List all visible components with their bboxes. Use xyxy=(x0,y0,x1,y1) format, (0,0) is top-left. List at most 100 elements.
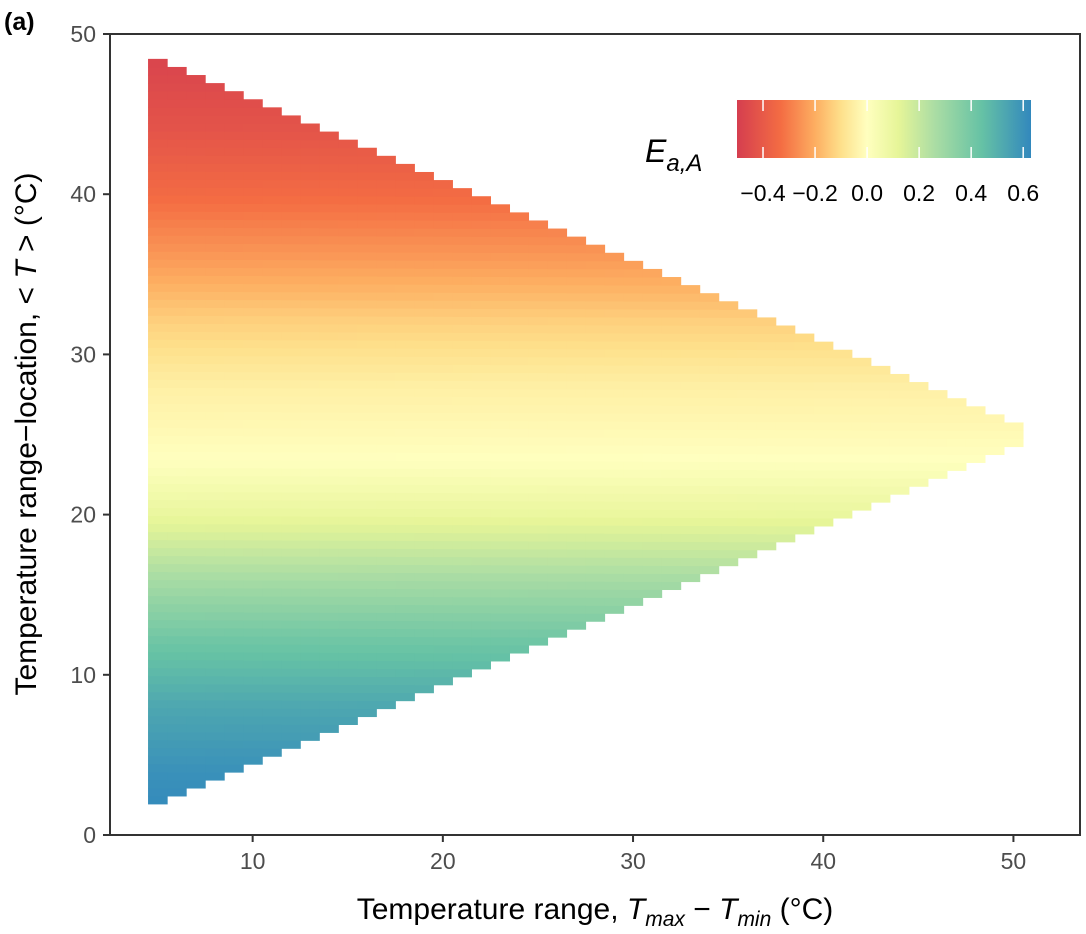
x-tick-label: 20 xyxy=(430,848,456,874)
heatmap-cell xyxy=(186,747,206,757)
heatmap-cell xyxy=(319,395,339,405)
heatmap-cell xyxy=(604,445,625,454)
heatmap-cell xyxy=(452,668,472,678)
heatmap-cell xyxy=(224,219,244,228)
heatmap-cell xyxy=(281,443,301,453)
heatmap-cell xyxy=(490,364,511,374)
heatmap-cell xyxy=(376,556,396,565)
heatmap-cell xyxy=(414,412,434,421)
heatmap-cell xyxy=(148,82,168,92)
heatmap-cell xyxy=(566,420,587,430)
heatmap-cell xyxy=(680,349,701,358)
heatmap-cell xyxy=(338,452,358,461)
heatmap-cell xyxy=(300,700,320,709)
heatmap-cell xyxy=(585,468,606,478)
heatmap-cell xyxy=(186,227,206,236)
heatmap-cell xyxy=(281,323,301,333)
heatmap-cell xyxy=(205,115,225,124)
heatmap-cell xyxy=(395,268,415,277)
heatmap-cell xyxy=(395,420,415,429)
heatmap-cell xyxy=(471,636,491,646)
heatmap-cell xyxy=(319,596,339,605)
heatmap-cell xyxy=(851,357,872,367)
heatmap-cell xyxy=(604,461,625,470)
heatmap-cell xyxy=(395,676,415,686)
heatmap-cell xyxy=(281,315,301,325)
heatmap-cell xyxy=(224,475,244,485)
heatmap-cell xyxy=(243,667,263,677)
heatmap-cell xyxy=(832,413,853,423)
heatmap-cell xyxy=(452,284,472,293)
heatmap-cell xyxy=(509,420,530,430)
heatmap-cell xyxy=(585,549,606,558)
heatmap-cell xyxy=(433,180,453,189)
heatmap-cell xyxy=(433,364,453,373)
heatmap-cell xyxy=(338,572,358,581)
heatmap-cell xyxy=(262,443,282,453)
heatmap-cell xyxy=(490,516,511,526)
heatmap-cell xyxy=(395,444,415,453)
heatmap-cell xyxy=(224,395,244,405)
heatmap-cell xyxy=(186,675,206,685)
heatmap-cell xyxy=(262,652,282,661)
heatmap-cell xyxy=(832,485,853,495)
heatmap-cell xyxy=(509,468,530,478)
heatmap-cell xyxy=(528,492,549,502)
heatmap-cell xyxy=(262,587,282,597)
heatmap-cell xyxy=(414,508,434,518)
heatmap-cell xyxy=(186,355,206,364)
heatmap-cell xyxy=(243,451,263,461)
heatmap-cell xyxy=(699,549,720,559)
heatmap-cell xyxy=(604,509,625,518)
heatmap-cell xyxy=(224,659,244,669)
heatmap-cell xyxy=(148,122,168,132)
heatmap-cell xyxy=(414,252,434,261)
heatmap-cell xyxy=(148,467,168,476)
heatmap-cell xyxy=(357,508,377,517)
heatmap-cell xyxy=(566,508,587,518)
heatmap-cell xyxy=(300,556,320,565)
heatmap-cell xyxy=(205,771,225,781)
heatmap-cell xyxy=(319,668,339,677)
heatmap-cell xyxy=(452,532,472,542)
heatmap-cell xyxy=(718,405,739,414)
heatmap-cell xyxy=(547,629,568,638)
heatmap-cell xyxy=(300,435,320,445)
heatmap-cell xyxy=(737,485,758,495)
heatmap-cell xyxy=(262,555,282,565)
heatmap-cell xyxy=(604,348,625,358)
heatmap-cell xyxy=(243,595,263,605)
heatmap-cell xyxy=(186,267,206,276)
heatmap-cell xyxy=(395,244,415,253)
heatmap-cell xyxy=(167,507,187,517)
heatmap-cell xyxy=(452,412,472,422)
heatmap-cell xyxy=(376,588,396,597)
heatmap-cell xyxy=(547,580,568,590)
heatmap-cell xyxy=(414,171,434,181)
heatmap-cell xyxy=(205,443,225,453)
heatmap-cell xyxy=(433,636,453,646)
heatmap-cell xyxy=(680,293,701,302)
heatmap-cell xyxy=(642,268,663,278)
heatmap-cell xyxy=(357,540,377,549)
heatmap-cell xyxy=(794,365,815,375)
heatmap-cell xyxy=(262,619,282,629)
heatmap-cell xyxy=(224,699,244,709)
heatmap-cell xyxy=(509,244,530,254)
heatmap-cell xyxy=(186,699,206,709)
heatmap-cell xyxy=(414,388,434,397)
heatmap-cell xyxy=(224,227,244,236)
heatmap-cell xyxy=(395,308,415,317)
heatmap-cell xyxy=(281,179,301,189)
heatmap-cell xyxy=(262,155,282,165)
heatmap-cell xyxy=(604,276,625,286)
heatmap-cell xyxy=(737,445,758,455)
y-axis-title-prefix: Temperature range−location, < xyxy=(10,279,43,696)
x-axis-title-suffix: (°C) xyxy=(771,893,833,926)
heatmap-cell xyxy=(433,532,453,542)
heatmap-cell xyxy=(623,445,644,454)
heatmap-cell xyxy=(167,219,187,228)
heatmap-cell xyxy=(490,644,511,654)
heatmap-cell xyxy=(737,453,758,463)
x-tick-label: 10 xyxy=(240,848,266,874)
